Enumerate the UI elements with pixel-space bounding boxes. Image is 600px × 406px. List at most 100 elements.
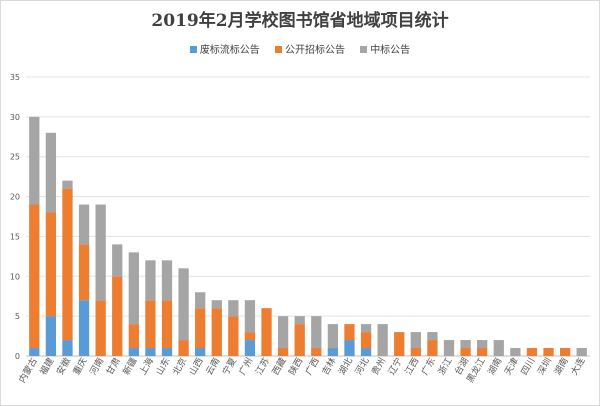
x-tick-label: 河北 — [352, 356, 371, 378]
legend-label-2: 公开招标公告 — [285, 45, 345, 56]
y-tick-label: 5 — [15, 312, 20, 321]
bar-segment — [161, 348, 173, 356]
bar-segment — [145, 300, 156, 349]
x-tick-label: 湖南 — [551, 356, 570, 378]
x-tick-label: 安徽 — [54, 356, 73, 378]
legend-swatch-1 — [189, 46, 197, 53]
bar-segment — [128, 348, 139, 356]
bar-segment — [427, 340, 438, 356]
bar-segment — [244, 340, 256, 356]
bar-segment — [443, 340, 455, 356]
bar-segment — [29, 204, 40, 349]
x-tick-label: 天津 — [502, 356, 521, 377]
y-tick-label: 25 — [10, 153, 20, 162]
x-tick-label: 贵州 — [369, 356, 388, 378]
bar-segment — [211, 300, 222, 309]
bar-segment — [78, 300, 90, 356]
x-tick-label: 广东 — [419, 356, 438, 378]
bar-segment — [29, 348, 40, 356]
bar-segment — [128, 252, 139, 325]
bar-segment — [410, 348, 421, 356]
bar-segment — [427, 332, 438, 341]
y-tick-label: 10 — [10, 272, 20, 281]
bar-segment — [460, 340, 471, 349]
bar-segment — [311, 348, 322, 356]
x-tick-label: 云南 — [203, 356, 222, 378]
bar-segment — [161, 260, 173, 301]
bar-segment — [178, 268, 189, 341]
y-tick-label: 0 — [15, 352, 20, 361]
bar-segment — [327, 324, 339, 349]
bar-segment — [493, 340, 504, 356]
x-tick-label: 湖北 — [337, 356, 356, 377]
x-tick-label: 上海 — [137, 356, 156, 378]
bar-segment — [277, 348, 289, 356]
bar-segment — [360, 348, 372, 356]
bar-segment — [410, 332, 421, 349]
legend-item-2: 公开招标公告 — [275, 41, 345, 56]
x-tick-label: 四川 — [520, 357, 538, 378]
bar-segment — [294, 316, 305, 325]
bar-segment — [244, 300, 256, 333]
x-tick-label: 宁夏 — [220, 356, 239, 378]
bar-segment — [45, 212, 57, 317]
x-tick-label: 大连 — [568, 356, 587, 378]
bar-segment — [29, 116, 40, 205]
bar-segment — [510, 348, 521, 356]
legend-item-1: 废标流标公告 — [189, 41, 260, 56]
bar-segment — [128, 324, 139, 349]
legend-item-3: 中标公告 — [360, 41, 410, 56]
x-tick-label: 山东 — [153, 356, 172, 378]
bar-segment — [178, 340, 189, 356]
bar-segment — [195, 308, 206, 349]
x-tick-label: 福建 — [37, 356, 56, 378]
x-tick-label: 广西 — [302, 356, 321, 378]
bar-segment — [277, 316, 289, 349]
bar-segment — [559, 348, 571, 356]
bar-segment — [78, 244, 90, 301]
x-tick-label: 辽宁 — [385, 356, 404, 378]
y-tick-label: 35 — [10, 73, 20, 82]
bar-segment — [311, 316, 322, 349]
bar-segment — [112, 244, 123, 277]
x-tick-label: 北京 — [170, 356, 189, 378]
bar-segment — [543, 348, 554, 356]
legend-label-1: 废标流标公告 — [199, 45, 260, 56]
x-tick-label: 江西 — [403, 356, 422, 377]
bar-segment — [394, 332, 405, 356]
x-tick-label: 新疆 — [120, 356, 139, 378]
bar-segment — [161, 300, 173, 349]
bar-segment — [195, 348, 206, 356]
bar-segment — [360, 332, 372, 349]
bar-segment — [460, 348, 471, 356]
bar-segment — [62, 180, 73, 189]
bar-segment — [145, 348, 156, 356]
bar-segment — [95, 300, 106, 356]
y-tick-label: 20 — [10, 193, 20, 202]
x-tick-label: 江苏 — [253, 356, 272, 378]
bar-segment — [228, 316, 239, 356]
bar-segment — [195, 292, 206, 309]
bar-segment — [576, 348, 587, 356]
bar-segment — [360, 324, 372, 333]
bar-segment — [45, 316, 57, 356]
bar-segment — [327, 348, 339, 356]
bar-segment — [294, 324, 305, 356]
bar-segment — [377, 324, 388, 356]
bar-segment — [228, 300, 239, 317]
x-tick-label: 湖南 — [485, 356, 504, 378]
x-tick-label: 吉林 — [319, 356, 338, 378]
legend-swatch-3 — [360, 46, 368, 53]
bar-segment — [95, 204, 106, 301]
bar-segment — [145, 260, 156, 301]
y-tick-label: 30 — [10, 113, 20, 122]
bar-segment — [112, 276, 123, 356]
bar-segment — [211, 308, 222, 356]
legend-swatch-2 — [275, 46, 282, 53]
x-tick-label: 山西 — [187, 356, 206, 377]
legend-label-3: 中标公告 — [370, 45, 411, 56]
bar-segment — [526, 348, 538, 356]
bar-segment — [477, 348, 488, 356]
x-tick-label: 河南 — [87, 356, 106, 378]
